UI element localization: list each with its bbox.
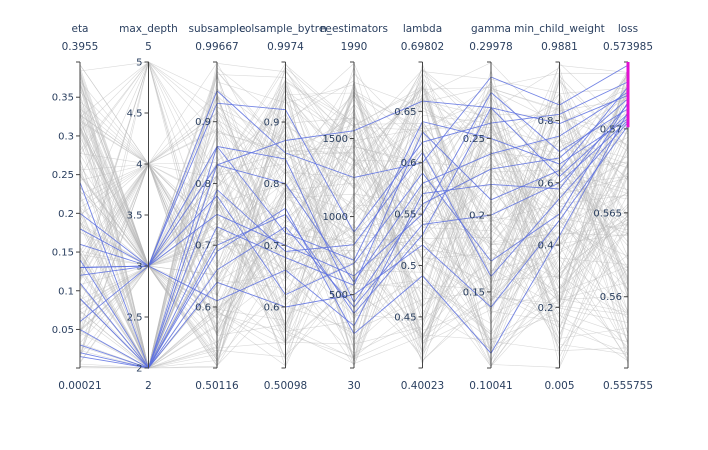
axis-max-label: 0.573985 — [603, 41, 653, 53]
axis-title[interactable]: n_estimators — [320, 23, 388, 35]
tick-label: 0.6 — [401, 158, 417, 169]
axis-min-label: 0.00021 — [58, 380, 101, 392]
axis-min-label: 0.40023 — [401, 380, 444, 392]
tick-label: 0.65 — [394, 107, 416, 118]
tick-label: 2.5 — [127, 313, 143, 324]
axis-colsample-bytree[interactable]: 0.6 0.7 0.8 0.9 colsample_bytree 0.9974 0.5009… — [239, 23, 332, 392]
tick-label: 1000 — [323, 212, 348, 223]
tick-label: 0.1 — [58, 286, 74, 297]
axis-min-label: 0.10041 — [469, 380, 512, 392]
axis-max-label: 0.3955 — [62, 41, 99, 53]
axis-max-label: 1990 — [341, 41, 368, 53]
tick-label: 500 — [329, 290, 348, 301]
axis-gamma[interactable]: 0.15 0.2 0.25 gamma 0.29978 0.10041 — [463, 23, 513, 392]
tick-label: 0.15 — [463, 287, 485, 298]
tick-label: 0.56 — [600, 292, 622, 303]
tick-label: 0.2 — [469, 211, 485, 222]
tick-label: 0.8 — [538, 116, 554, 127]
tick-label: 0.25 — [52, 170, 74, 181]
axis-title[interactable]: min_child_weight — [514, 23, 605, 35]
axis-title[interactable]: gamma — [471, 23, 511, 35]
axis-title[interactable]: eta — [71, 23, 88, 35]
axis-title[interactable]: subsample — [189, 23, 246, 35]
axis-title[interactable]: lambda — [403, 23, 442, 35]
axis-max-label: 0.9881 — [541, 41, 578, 53]
axis-max-label: 0.29978 — [469, 41, 512, 53]
axis-title[interactable]: loss — [618, 23, 638, 35]
tick-label: 0.7 — [195, 241, 211, 252]
tick-label: 3 — [136, 262, 142, 273]
tick-label: 0.3 — [58, 131, 74, 142]
tick-label: 2 — [136, 364, 142, 375]
axes: 0.050.10.150.20.250.30.35eta0.39550.0002… — [52, 23, 653, 392]
axis-max-depth[interactable]: 2 2.5 3 3.5 4 4.5 5 max_depth 5 2 — [119, 23, 178, 392]
axis-eta[interactable]: 0.05 0.1 0.15 0.2 0.25 0.3 0.35 eta 0.3955 0.0002… — [52, 23, 102, 392]
tick-label: 0.9 — [195, 117, 211, 128]
axis-min-label: 30 — [347, 380, 360, 392]
tick-label: 0.5 — [401, 261, 417, 272]
tick-label: 0.35 — [52, 93, 74, 104]
axis-min-label: 0.50098 — [264, 380, 307, 392]
tick-label: 4.5 — [127, 109, 143, 120]
axis-max-label: 0.99667 — [195, 41, 238, 53]
tick-label: 3.5 — [127, 211, 143, 222]
tick-label: 0.2 — [538, 303, 554, 314]
tick-label: 0.9 — [264, 118, 280, 129]
axis-min-label: 2 — [145, 380, 152, 392]
tick-label: 0.6 — [195, 302, 211, 313]
axis-max-label: 0.69802 — [401, 41, 444, 53]
tick-label: 4 — [136, 160, 142, 171]
axis-subsample[interactable]: 0.6 0.7 0.8 0.9 subsample 0.99667 0.50116 — [189, 23, 246, 392]
tick-label: 0.565 — [593, 208, 622, 219]
tick-label: 0.8 — [195, 179, 211, 190]
axis-max-label: 5 — [145, 41, 152, 53]
axis-min-label: 0.50116 — [195, 380, 239, 392]
axis-n-estimators[interactable]: 500 1000 1500 n_estimators 1990 30 — [320, 23, 388, 392]
axis-loss[interactable]: 0.56 0.565 0.57 loss 0.573985 0.555755 — [593, 23, 653, 392]
tick-label: 0.4 — [538, 241, 554, 252]
tick-label: 0.15 — [52, 248, 74, 259]
axis-title[interactable]: max_depth — [119, 23, 178, 35]
tick-label: 0.45 — [394, 312, 416, 323]
tick-label: 0.25 — [463, 134, 485, 145]
axis-title[interactable]: colsample_bytree — [239, 23, 332, 35]
tick-label: 0.6 — [264, 302, 280, 313]
tick-label: 5 — [136, 58, 142, 69]
axis-min-label: 0.555755 — [603, 380, 653, 392]
tick-label: 0.2 — [58, 209, 74, 220]
tick-label: 1500 — [323, 134, 348, 145]
tick-label: 0.57 — [600, 124, 622, 135]
tick-label: 0.8 — [264, 179, 280, 190]
tick-label: 0.55 — [394, 210, 416, 221]
tick-label: 0.05 — [52, 325, 74, 336]
tick-label: 0.7 — [264, 241, 280, 252]
tick-label: 0.6 — [538, 178, 554, 189]
axis-lambda[interactable]: 0.45 0.5 0.55 0.6 0.65 lambda 0.69802 0.40023 — [394, 23, 444, 392]
axis-max-label: 0.9974 — [267, 41, 304, 53]
axis-min-label: 0.005 — [544, 380, 574, 392]
axis-min-child-weight[interactable]: 0.2 0.4 0.6 0.8 min_child_weight 0.9881 0.005 — [514, 23, 605, 392]
